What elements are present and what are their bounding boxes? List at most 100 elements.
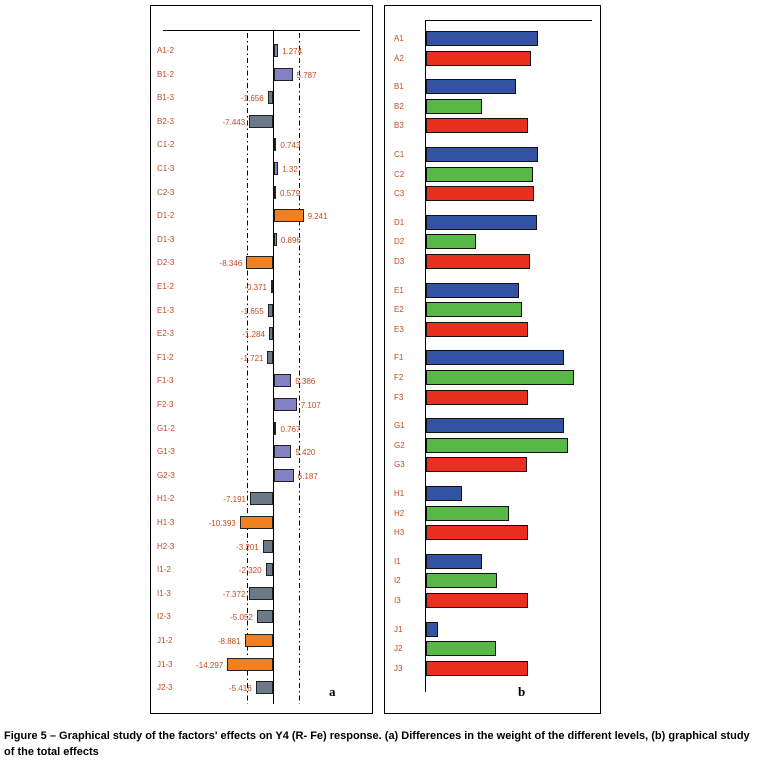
- value-label: 9.241: [307, 212, 328, 222]
- value-label: -8.346: [219, 259, 243, 269]
- bar-A1: [426, 31, 539, 46]
- bar-J1-2: [244, 634, 273, 647]
- zero-axis-line: [273, 30, 274, 704]
- category-label: C2-3: [157, 187, 175, 197]
- bar-G1-2: [274, 421, 277, 435]
- value-label: -5.416: [228, 684, 252, 694]
- category-label: F1: [394, 353, 404, 363]
- category-label: F1-3: [157, 376, 174, 386]
- bar-B3: [426, 118, 529, 134]
- value-label: 5.787: [296, 70, 317, 80]
- value-label: -5.052: [230, 613, 253, 623]
- value-label: 5.386: [295, 377, 316, 387]
- category-label: H1-3: [157, 518, 175, 527]
- category-label: F2: [394, 373, 404, 382]
- bar-J1-3: [227, 657, 273, 671]
- bar-E1-3: [267, 303, 273, 317]
- bar-E1: [426, 282, 520, 298]
- category-label: I2: [394, 576, 401, 586]
- bar-H1-2: [249, 492, 273, 506]
- category-label: C1-2: [157, 140, 175, 150]
- category-label: I1-2: [157, 565, 171, 575]
- top-axis-line: [163, 30, 360, 31]
- bar-H2: [426, 505, 509, 521]
- category-label: E1-3: [157, 305, 174, 315]
- value-label: -2.320: [238, 566, 262, 576]
- significance-threshold-line: [247, 33, 249, 704]
- bar-B1: [426, 79, 517, 95]
- category-label: B2: [394, 101, 404, 111]
- category-label: F1-2: [157, 352, 174, 362]
- bar-A2: [426, 50, 532, 66]
- category-label: D2: [394, 237, 405, 247]
- bar-J2: [426, 641, 496, 657]
- category-label: E2: [394, 305, 404, 315]
- bar-C1-2: [274, 138, 277, 152]
- bar-A1-2: [274, 44, 279, 57]
- panel-a: A1-2 1.274 B1-2 5.787 B1-3 -1.656 B2-3 -7.443 C1…: [150, 5, 373, 714]
- category-label: I1-3: [157, 588, 171, 598]
- category-label: G1: [394, 421, 405, 431]
- bar-C2: [426, 166, 533, 182]
- category-label: J2-3: [157, 683, 173, 693]
- category-label: A2: [394, 53, 404, 63]
- category-label: D1-2: [157, 211, 175, 221]
- value-label: 5.420: [295, 448, 316, 458]
- category-label: H2-3: [157, 541, 175, 551]
- category-label: C1-3: [157, 164, 175, 173]
- category-label: E3: [394, 324, 404, 334]
- value-label: -7.372: [222, 589, 246, 599]
- bar-F1: [426, 350, 564, 366]
- chart-b: A1 A2 B1 B2 B3 C1 C2 C3 D1 D2 D3 E1 E2 E3 F1 F2 F3 G1 G2 G3…: [385, 6, 600, 713]
- top-axis-line: [425, 20, 592, 21]
- value-label: -14.297: [196, 660, 224, 670]
- bar-H2-3: [262, 539, 273, 553]
- value-label: 0.767: [280, 424, 301, 434]
- category-label: J1-2: [157, 636, 173, 645]
- category-label: H1-2: [157, 494, 175, 504]
- category-label: B3: [394, 121, 404, 131]
- bar-G1: [426, 418, 564, 434]
- value-label: -1.656: [241, 94, 264, 104]
- bar-E2: [426, 302, 523, 318]
- chart-a: A1-2 1.274 B1-2 5.787 B1-3 -1.656 B2-3 -7.443 C1…: [151, 6, 372, 713]
- bar-J1: [426, 621, 438, 637]
- bar-D2: [426, 234, 477, 250]
- category-label: B1: [394, 82, 404, 92]
- category-label: J1-3: [157, 659, 173, 669]
- bar-I2-3: [256, 610, 273, 624]
- bar-F1-2: [267, 350, 273, 364]
- bar-B2: [426, 98, 483, 114]
- value-label: 0.743: [280, 141, 301, 151]
- category-label: I3: [394, 596, 401, 605]
- category-label: D1-3: [157, 234, 175, 244]
- value-label: -1.284: [242, 330, 265, 340]
- value-axis-line: [425, 20, 426, 693]
- value-label: -10.393: [208, 519, 236, 528]
- bar-I1-2: [265, 563, 273, 577]
- category-label: H1: [394, 489, 405, 498]
- panel-b: A1 A2 B1 B2 B3 C1 C2 C3 D1 D2 D3 E1 E2 E3 F1 F2 F3 G1 G2 G3…: [384, 5, 601, 714]
- category-label: J2: [394, 644, 403, 654]
- category-label: C3: [394, 189, 405, 199]
- category-label: E1: [394, 285, 404, 295]
- value-label: 1.32: [282, 165, 298, 174]
- bar-B2-3: [249, 114, 273, 128]
- category-label: H2: [394, 508, 405, 518]
- value-label: -8.881: [217, 637, 241, 646]
- bar-G2: [426, 437, 569, 453]
- value-label: 0.579: [280, 188, 301, 198]
- category-label: F2-3: [157, 400, 174, 409]
- category-label: I1: [394, 556, 401, 566]
- panel-b-letter: b: [518, 684, 526, 699]
- figure-caption: Figure 5 – Graphical study of the factor…: [4, 730, 750, 758]
- bar-G1-3: [274, 445, 292, 459]
- value-label: 6.187: [297, 471, 318, 481]
- panel-a-letter: a: [329, 684, 336, 699]
- bar-F1-3: [274, 374, 292, 388]
- value-label: 1.274: [282, 47, 303, 56]
- bar-E2-3: [268, 327, 273, 341]
- category-label: C1: [394, 150, 405, 159]
- category-label: H3: [394, 528, 405, 538]
- category-label: G1-2: [157, 423, 175, 433]
